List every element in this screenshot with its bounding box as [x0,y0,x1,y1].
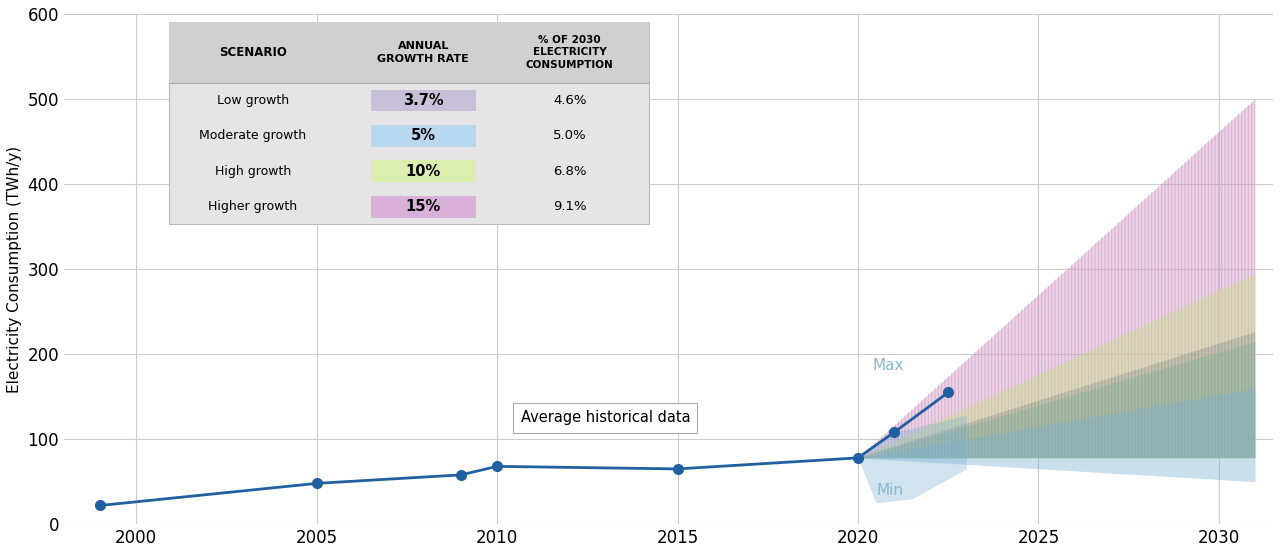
Text: Max: Max [873,358,904,373]
Text: 10%: 10% [406,164,442,179]
Text: Average historical data: Average historical data [521,411,690,425]
Text: 6.8%: 6.8% [553,165,586,178]
Text: Moderate growth: Moderate growth [200,130,306,142]
Text: High growth: High growth [215,165,291,178]
Text: 4.6%: 4.6% [553,94,586,107]
Text: SCENARIO: SCENARIO [219,46,287,59]
Text: 15%: 15% [406,199,442,214]
Text: 5.0%: 5.0% [553,130,586,142]
Text: 5%: 5% [411,129,436,143]
Text: Low growth: Low growth [216,94,289,107]
Text: 9.1%: 9.1% [553,200,586,213]
Text: 3.7%: 3.7% [403,93,444,108]
Text: Higher growth: Higher growth [209,200,297,213]
Text: ANNUAL
GROWTH RATE: ANNUAL GROWTH RATE [378,42,470,64]
Text: % OF 2030
ELECTRICITY
CONSUMPTION: % OF 2030 ELECTRICITY CONSUMPTION [526,35,613,70]
Y-axis label: Electricity Consumption (TWh/y): Electricity Consumption (TWh/y) [6,146,22,393]
Text: Min: Min [876,484,904,499]
